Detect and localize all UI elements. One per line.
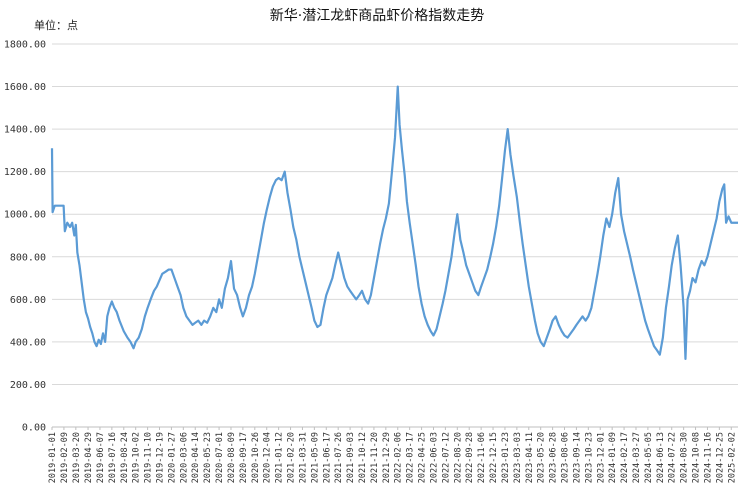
x-tick-label: 2024-02-17 bbox=[620, 432, 630, 483]
x-tick-label: 2025-02-02 bbox=[727, 432, 737, 483]
x-tick-label: 2020-05-23 bbox=[203, 432, 213, 483]
y-tick-label: 1000.00 bbox=[4, 210, 46, 221]
x-tick-label: 2019-08-24 bbox=[120, 432, 130, 483]
x-tick-label: 2024-03-27 bbox=[632, 432, 642, 483]
x-tick-label: 2021-11-20 bbox=[370, 432, 380, 483]
x-tick-label: 2023-09-14 bbox=[572, 432, 582, 483]
y-tick-label: 1800.00 bbox=[4, 40, 46, 51]
x-tick-label: 2023-08-06 bbox=[561, 432, 571, 483]
x-tick-label: 2022-02-06 bbox=[394, 432, 404, 483]
x-tick-label: 2023-03-03 bbox=[513, 432, 523, 483]
y-tick-label: 400.00 bbox=[10, 337, 46, 348]
y-tick-label: 800.00 bbox=[10, 252, 46, 263]
x-tick-label: 2020-08-09 bbox=[227, 432, 237, 483]
x-tick-label: 2019-10-02 bbox=[132, 432, 142, 483]
x-tick-label: 2023-01-23 bbox=[501, 432, 511, 483]
x-tick-label: 2020-12-04 bbox=[263, 432, 273, 483]
x-tick-label: 2019-01-01 bbox=[48, 432, 58, 483]
x-tick-label: 2021-06-17 bbox=[322, 432, 332, 483]
x-tick-label: 2021-02-20 bbox=[287, 432, 297, 483]
x-tick-label: 2022-11-06 bbox=[477, 432, 487, 483]
y-tick-label: 1400.00 bbox=[4, 125, 46, 136]
x-tick-label: 2020-04-14 bbox=[191, 432, 201, 483]
y-tick-label: 600.00 bbox=[10, 295, 46, 306]
x-tick-label: 2020-07-01 bbox=[215, 432, 225, 483]
x-tick-label: 2024-11-16 bbox=[703, 432, 713, 483]
y-tick-label: 1600.00 bbox=[4, 82, 46, 93]
x-tick-label: 2022-06-03 bbox=[429, 432, 439, 483]
x-tick-label: 2023-04-11 bbox=[525, 432, 535, 483]
x-tick-label: 2021-01-12 bbox=[275, 432, 285, 483]
x-tick-label: 2024-12-25 bbox=[715, 432, 725, 483]
x-tick-label: 2019-07-16 bbox=[108, 432, 118, 483]
x-tick-label: 2024-07-22 bbox=[668, 432, 678, 483]
x-tick-label: 2019-03-20 bbox=[72, 432, 82, 483]
x-tick-label: 2021-12-29 bbox=[382, 432, 392, 483]
x-tick-label: 2024-10-08 bbox=[692, 432, 702, 483]
x-tick-label: 2022-08-20 bbox=[453, 432, 463, 483]
chart-title: 新华·潜江龙虾商品虾价格指数走势 bbox=[270, 8, 484, 24]
x-tick-label: 2021-05-09 bbox=[310, 432, 320, 483]
x-tick-label: 2019-12-19 bbox=[156, 432, 166, 483]
x-tick-label: 2020-01-27 bbox=[167, 432, 177, 483]
x-tick-label: 2021-10-12 bbox=[358, 432, 368, 483]
x-tick-label: 2023-05-20 bbox=[537, 432, 547, 483]
unit-label: 单位：点 bbox=[34, 18, 78, 32]
x-tick-label: 2024-01-09 bbox=[608, 432, 618, 483]
x-tick-label: 2023-10-23 bbox=[584, 432, 594, 483]
series-group bbox=[50, 85, 738, 361]
x-tick-label: 2019-04-29 bbox=[84, 432, 94, 483]
series-line bbox=[50, 85, 738, 361]
gridlines bbox=[52, 43, 738, 428]
x-tick-label: 2022-03-17 bbox=[406, 432, 416, 483]
x-tick-label: 2022-04-25 bbox=[418, 432, 428, 483]
x-tick-label: 2019-06-07 bbox=[96, 432, 106, 483]
x-tick-label: 2024-05-05 bbox=[644, 432, 654, 483]
x-tick-label: 2021-09-03 bbox=[346, 432, 356, 483]
x-tick-label: 2022-07-12 bbox=[441, 432, 451, 483]
x-tick-label: 2020-10-26 bbox=[251, 432, 261, 483]
x-tick-label: 2022-09-28 bbox=[465, 432, 475, 483]
y-tick-label: 0.00 bbox=[22, 423, 46, 434]
x-tick-label: 2022-12-15 bbox=[489, 432, 499, 483]
x-tick-label: 2020-09-17 bbox=[239, 432, 249, 483]
x-axis-ticks: 2019-01-01 2019-02-09 2019-03-20 2019-04-29… bbox=[48, 427, 737, 483]
x-tick-label: 2019-02-09 bbox=[60, 432, 70, 483]
y-axis-ticks: 0.00 200.00 400.00 600.00 800.00 1000.00 1200.… bbox=[4, 40, 46, 434]
x-tick-label: 2024-06-13 bbox=[656, 432, 666, 483]
y-tick-label: 200.00 bbox=[10, 380, 46, 391]
x-tick-label: 2023-06-28 bbox=[549, 432, 559, 483]
y-tick-label: 1200.00 bbox=[4, 167, 46, 178]
x-tick-label: 2021-03-31 bbox=[298, 432, 308, 483]
x-tick-label: 2020-03-06 bbox=[179, 432, 189, 483]
x-tick-label: 2019-11-10 bbox=[144, 432, 154, 483]
x-tick-label: 2021-07-26 bbox=[334, 432, 344, 483]
x-tick-label: 2024-08-30 bbox=[680, 432, 690, 483]
x-tick-label: 2023-12-01 bbox=[596, 432, 606, 483]
